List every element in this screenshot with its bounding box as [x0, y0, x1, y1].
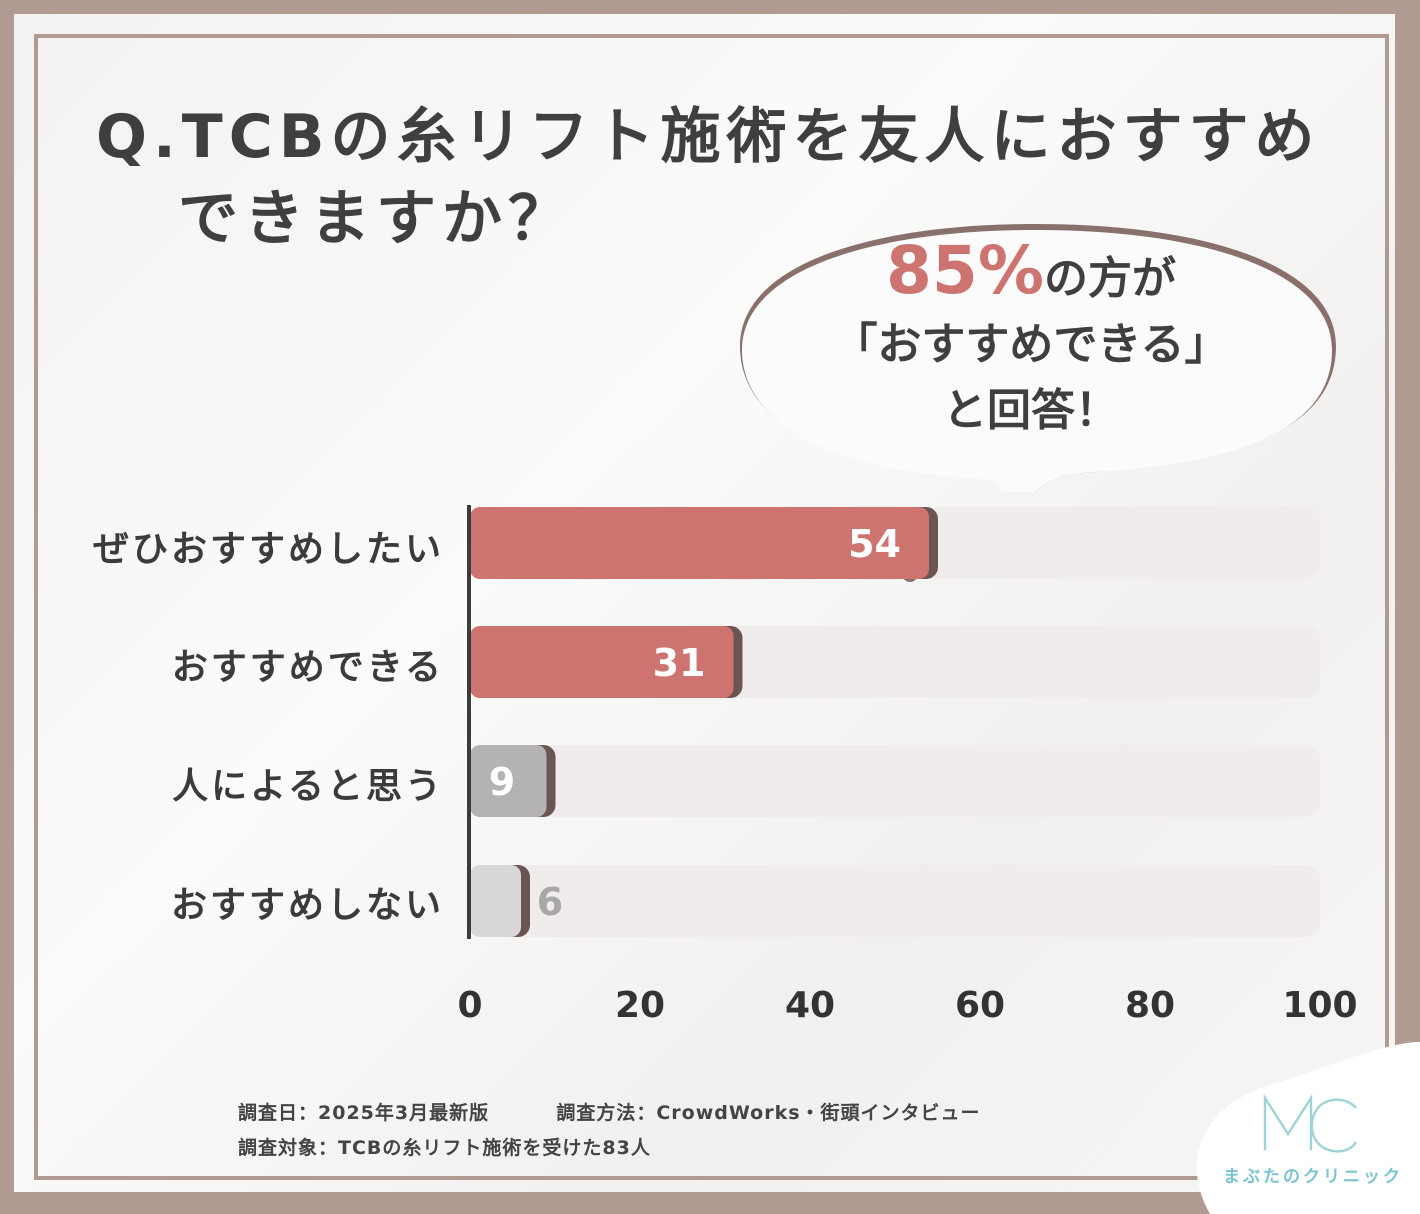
- callout-line-3: と回答！: [943, 385, 1119, 436]
- chart-title: Q.TCBの糸リフト施術を友人におすすめ できますか？: [96, 96, 1356, 260]
- footnote-date-method: 調査日：2025年3月最新版 調査方法：CrowdWorks・街頭インタビュー: [238, 1098, 981, 1125]
- bar: [470, 507, 929, 579]
- x-tick-label: 20: [614, 985, 666, 1026]
- bar-value-label: 6: [537, 880, 563, 924]
- speech-bubble: [740, 224, 1336, 492]
- x-tick-label: 60: [954, 985, 1006, 1026]
- category-label: 人によると思う: [172, 766, 444, 807]
- logo-backdrop: [1196, 1042, 1420, 1214]
- callout-line-2: 「おすすめできる」: [833, 319, 1229, 370]
- callout-percent: 85%: [886, 232, 1044, 309]
- callout-line1-suffix: の方が: [1043, 253, 1176, 304]
- bar-value-label: 54: [848, 522, 901, 566]
- x-tick-label: 80: [1124, 985, 1176, 1026]
- chart-card: [14, 14, 1395, 1192]
- bar-value-label: 31: [653, 641, 706, 685]
- bar-plot: 54 31 9 6: [470, 507, 1320, 937]
- footnote-date: 調査日：2025年3月最新版: [238, 1102, 490, 1124]
- x-tick-label: 100: [1282, 985, 1358, 1026]
- x-tick-label: 40: [784, 985, 836, 1026]
- logo-mark-icon: [1263, 1094, 1358, 1153]
- logo-name: まぶたのクリニック: [1223, 1167, 1403, 1187]
- category-label: ぜひおすすめしたい: [92, 529, 444, 570]
- title-line-1: Q.TCBの糸リフト施術を友人におすすめ: [96, 102, 1321, 172]
- category-label: おすすめしない: [170, 885, 444, 926]
- bar: [470, 626, 734, 698]
- bar-track: [470, 865, 1320, 937]
- footnote-method: 調査方法：CrowdWorks・街頭インタビュー: [556, 1102, 981, 1124]
- bar-track: [470, 745, 1320, 817]
- bar: [470, 865, 521, 937]
- x-tick-label: 0: [457, 985, 483, 1026]
- callout-text: 85%の方が 「おすすめできる」 と回答！: [736, 238, 1326, 444]
- bar-value-label: 9: [489, 760, 515, 804]
- footnote-target: 調査対象：TCBの糸リフト施術を受けた83人: [238, 1137, 651, 1159]
- y-axis-line: [467, 505, 471, 939]
- category-label: おすすめできる: [171, 647, 444, 688]
- bar: [470, 745, 547, 817]
- title-line-2: できますか？: [178, 184, 574, 254]
